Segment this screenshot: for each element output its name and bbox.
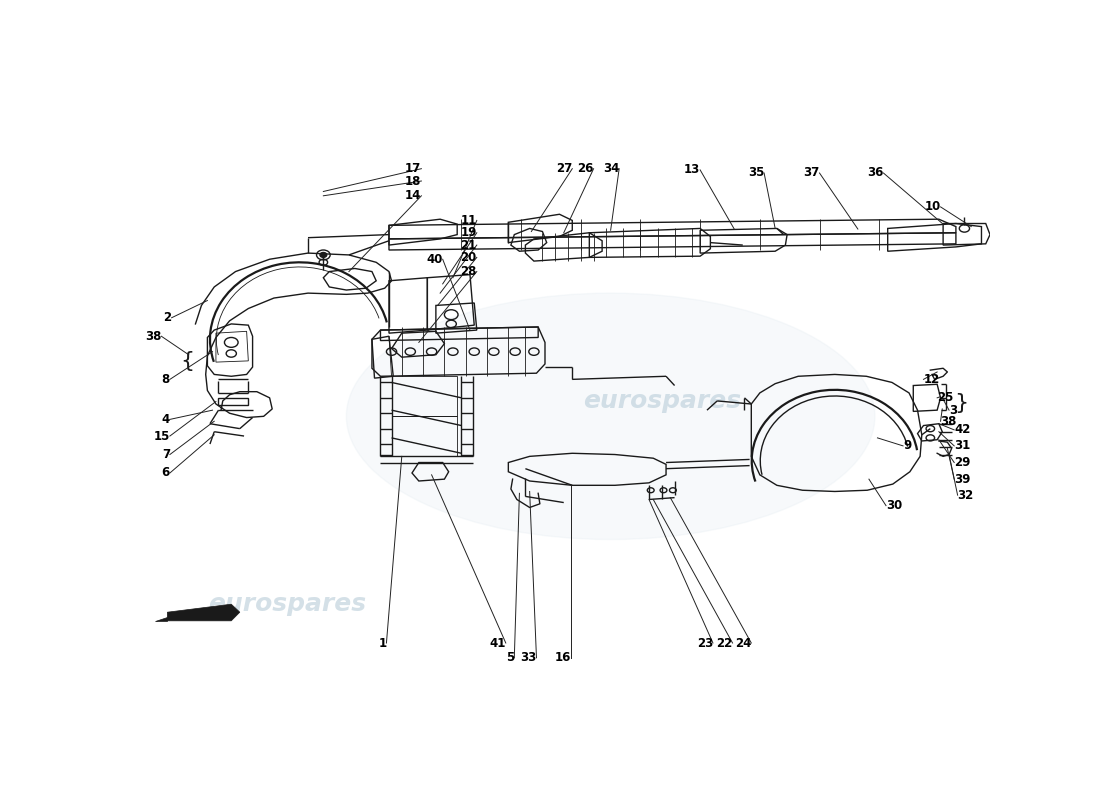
Text: 32: 32 (958, 489, 974, 502)
Text: 17: 17 (405, 162, 421, 175)
Text: 41: 41 (490, 637, 506, 650)
Text: 38: 38 (145, 330, 162, 342)
Text: 36: 36 (867, 166, 883, 179)
Text: 15: 15 (154, 430, 169, 442)
Text: 22: 22 (716, 637, 733, 650)
Text: eurospares: eurospares (583, 389, 741, 413)
Ellipse shape (346, 293, 874, 539)
Text: 2: 2 (164, 311, 172, 324)
Text: 19: 19 (461, 226, 476, 239)
Text: 24: 24 (735, 637, 751, 650)
Text: 30: 30 (886, 499, 902, 512)
Text: 6: 6 (162, 466, 169, 479)
Text: 9: 9 (903, 439, 911, 452)
Text: 10: 10 (924, 200, 940, 214)
Text: 25: 25 (937, 391, 954, 404)
Text: {: { (180, 351, 194, 371)
Text: 1: 1 (378, 637, 386, 650)
Text: 27: 27 (556, 162, 572, 175)
Text: 42: 42 (954, 423, 970, 436)
Text: 21: 21 (461, 238, 476, 251)
Text: 7: 7 (162, 448, 169, 461)
Text: 23: 23 (696, 637, 713, 650)
Text: 35: 35 (748, 166, 764, 179)
Text: 20: 20 (461, 251, 476, 264)
Text: }: } (954, 393, 968, 413)
Circle shape (320, 253, 327, 258)
Text: 33: 33 (520, 651, 537, 664)
Text: 14: 14 (405, 190, 421, 202)
Text: 31: 31 (954, 439, 970, 452)
Text: 40: 40 (427, 253, 442, 266)
Text: 8: 8 (162, 373, 169, 386)
Text: eurospares: eurospares (208, 592, 365, 616)
Polygon shape (154, 617, 167, 621)
Text: 39: 39 (954, 473, 970, 486)
Text: 28: 28 (461, 265, 476, 278)
Text: 11: 11 (461, 214, 476, 227)
Text: 5: 5 (506, 651, 515, 664)
Text: 38: 38 (940, 414, 957, 428)
Text: 29: 29 (954, 456, 970, 469)
Text: 37: 37 (803, 166, 820, 179)
Polygon shape (167, 604, 240, 621)
Text: 3: 3 (949, 404, 957, 417)
Text: 26: 26 (578, 162, 594, 175)
Text: 4: 4 (162, 413, 169, 426)
Text: 16: 16 (554, 651, 571, 664)
Text: 12: 12 (924, 373, 939, 386)
Text: 13: 13 (684, 163, 700, 177)
Text: 18: 18 (405, 174, 421, 187)
Text: 34: 34 (603, 162, 619, 175)
